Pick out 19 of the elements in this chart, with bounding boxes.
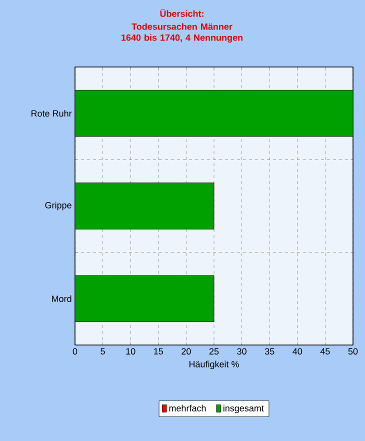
x-tick-label: 20 (182, 348, 191, 355)
x-tick-label: 30 (237, 348, 246, 355)
x-tick-label: 0 (72, 348, 78, 355)
x-tick-label: 25 (209, 348, 219, 355)
x-tick-label: 50 (348, 348, 358, 355)
x-axis-title: Häufigkeit % (189, 360, 239, 370)
x-tick-label: 5 (100, 348, 105, 354)
x-tick-label: 15 (154, 348, 164, 354)
y-tick-label: Mord (52, 295, 72, 302)
y-tick-label: Rote Ruhr (32, 110, 72, 117)
legend-label: mehrfach (169, 404, 206, 412)
x-tick-label: 40 (292, 348, 302, 355)
x-tick-label: 35 (264, 348, 274, 355)
y-tick-label: Grippe (45, 202, 72, 210)
legend-label: insgesamt (224, 404, 264, 414)
chart-title: Übersicht: (160, 9, 204, 17)
x-tick-label: 10 (126, 348, 136, 355)
chart-subtitle: Todesursachen Männer 1640 bis 1740, 4 Nennungen (122, 23, 242, 43)
x-tick-label: 45 (320, 348, 330, 354)
